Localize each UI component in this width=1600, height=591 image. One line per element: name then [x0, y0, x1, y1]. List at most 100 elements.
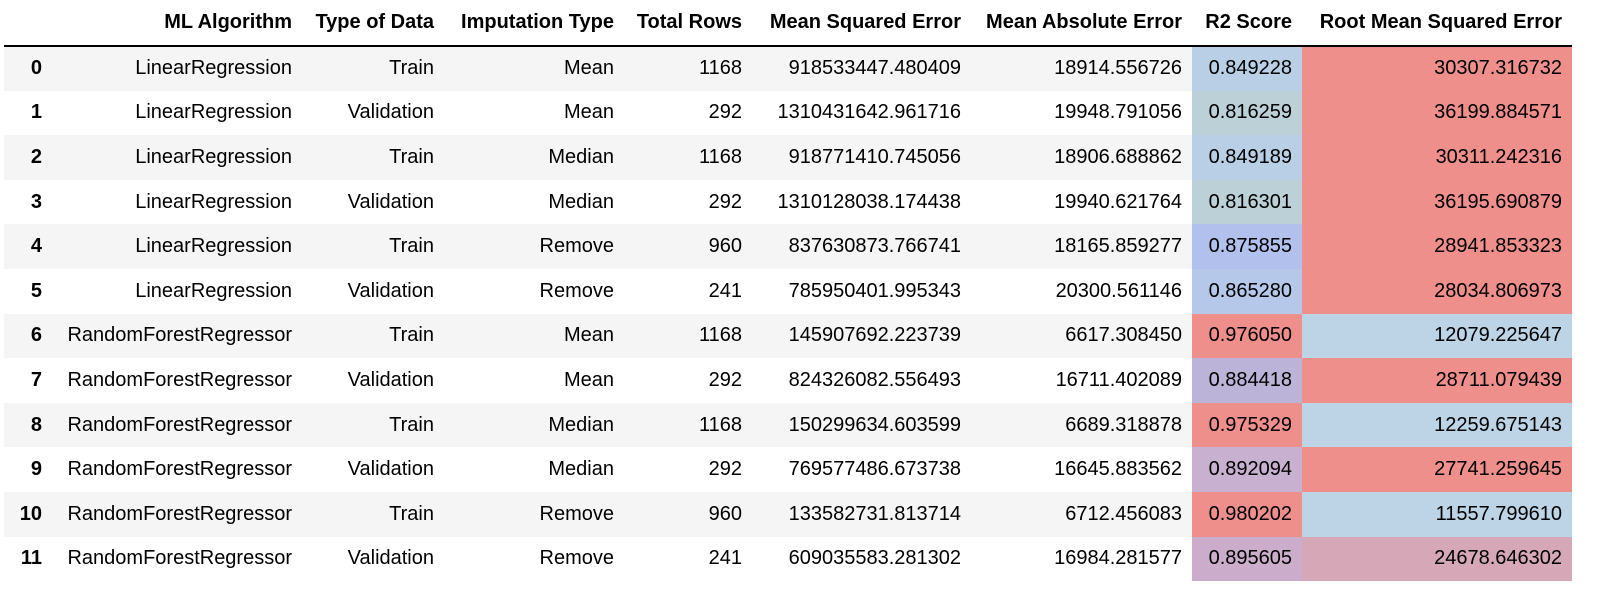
table-row: 5 LinearRegression Validation Remove 241 7859…: [4, 268, 1572, 314]
row-index: 11: [20, 547, 42, 570]
cell-total-rows: 292: [708, 101, 742, 124]
cell-r2-score: 0.816259: [1192, 90, 1302, 136]
table-row: 0 LinearRegression Train Mean 1168 918533447.…: [4, 46, 1572, 91]
table-row: 3 LinearRegression Validation Median 292 1310…: [4, 179, 1572, 225]
cell-r2-score: 0.980202: [1192, 491, 1302, 537]
cell-r2-score: 0.895605: [1192, 536, 1302, 582]
cell-total-rows: 1168: [698, 57, 742, 80]
cell-total-rows: 1168: [698, 145, 742, 168]
cell-r2-score: 0.975329: [1192, 402, 1302, 448]
cell-type-of-data: Train: [389, 57, 434, 80]
table-row: 9 RandomForestRegressor Validation Median 29…: [4, 447, 1572, 492]
table-row: 11 RandomForestRegressor Validation Remove 2…: [4, 536, 1572, 582]
cell-mean-squared-error: 133582731.813714: [788, 502, 961, 525]
cell-imputation-type: Median: [548, 413, 614, 436]
cell-r2-score: 0.884418: [1192, 358, 1302, 403]
cell-mean-absolute-error: 6689.318878: [1065, 413, 1182, 436]
header-mean-absolute-error: Mean Absolute Error: [971, 0, 1192, 47]
row-index: 9: [30, 458, 42, 481]
table-row: 2 LinearRegression Train Median 1168 91877141…: [4, 135, 1572, 180]
header-ml-algorithm: ML Algorithm: [52, 0, 302, 47]
cell-mean-squared-error: 824326082.556493: [788, 368, 961, 391]
table-row: 6 RandomForestRegressor Train Mean 1168 14590…: [4, 313, 1572, 359]
header-root-mean-squared-error: Root Mean Squared Error: [1302, 0, 1572, 47]
cell-type-of-data: Validation: [347, 368, 434, 391]
cell-total-rows: 960: [708, 235, 742, 258]
header-index: [4, 0, 52, 47]
cell-imputation-type: Median: [548, 458, 614, 481]
table-row: 4 LinearRegression Train Remove 960 837630873…: [4, 224, 1572, 269]
cell-mean-squared-error: 1310128038.174438: [777, 190, 961, 213]
cell-total-rows: 960: [708, 502, 742, 525]
cell-root-mean-squared-error: 36199.884571: [1302, 90, 1572, 136]
row-index: 3: [30, 190, 42, 213]
cell-imputation-type: Remove: [539, 279, 614, 302]
cell-r2-score: 0.816301: [1192, 179, 1302, 225]
cell-mean-squared-error: 785950401.995343: [788, 279, 961, 302]
row-index: 7: [30, 368, 42, 391]
cell-mean-absolute-error: 18906.688862: [1054, 145, 1182, 168]
cell-mean-squared-error: 769577486.673738: [788, 458, 961, 481]
cell-type-of-data: Validation: [347, 101, 434, 124]
cell-r2-score: 0.849189: [1192, 135, 1302, 180]
cell-type-of-data: Train: [389, 145, 434, 168]
cell-imputation-type: Mean: [563, 57, 614, 80]
cell-root-mean-squared-error: 28034.806973: [1302, 268, 1572, 314]
cell-root-mean-squared-error: 28711.079439: [1302, 358, 1572, 403]
cell-mean-absolute-error: 16645.883562: [1054, 458, 1182, 481]
table-row: 7 RandomForestRegressor Validation Mean 292 8…: [4, 358, 1572, 403]
cell-imputation-type: Remove: [539, 502, 614, 525]
cell-r2-score: 0.865280: [1192, 268, 1302, 314]
row-index: 6: [30, 324, 42, 347]
cell-mean-squared-error: 1310431642.961716: [777, 101, 961, 124]
cell-mean-squared-error: 918533447.480409: [788, 57, 961, 80]
cell-mean-squared-error: 150299634.603599: [788, 413, 961, 436]
row-index: 10: [19, 502, 42, 525]
cell-total-rows: 1168: [698, 413, 742, 436]
cell-type-of-data: Validation: [347, 547, 434, 570]
cell-type-of-data: Train: [389, 502, 434, 525]
cell-root-mean-squared-error: 28941.853323: [1302, 224, 1572, 269]
cell-mean-absolute-error: 18914.556726: [1054, 57, 1182, 80]
cell-total-rows: 292: [708, 368, 742, 391]
cell-root-mean-squared-error: 36195.690879: [1302, 179, 1572, 225]
cell-r2-score: 0.849228: [1192, 46, 1302, 91]
cell-imputation-type: Remove: [539, 547, 614, 570]
cell-r2-score: 0.875855: [1192, 224, 1302, 269]
cell-total-rows: 292: [708, 190, 742, 213]
header-r2-score: R2 Score: [1192, 0, 1302, 47]
cell-imputation-type: Median: [548, 145, 614, 168]
cell-ml-algorithm: RandomForestRegressor: [67, 413, 292, 436]
cell-mean-absolute-error: 16984.281577: [1054, 547, 1182, 570]
cell-mean-absolute-error: 20300.561146: [1055, 279, 1182, 302]
cell-total-rows: 292: [708, 458, 742, 481]
cell-type-of-data: Validation: [347, 458, 434, 481]
table-header: ML Algorithm Type of Data Imputation Typ…: [4, 0, 1572, 47]
cell-mean-absolute-error: 6617.308450: [1065, 324, 1182, 347]
cell-imputation-type: Mean: [563, 368, 614, 391]
cell-mean-absolute-error: 16711.402089: [1055, 368, 1182, 391]
cell-type-of-data: Train: [389, 235, 434, 258]
cell-root-mean-squared-error: 30307.316732: [1302, 46, 1572, 91]
cell-root-mean-squared-error: 11557.799610: [1302, 491, 1572, 537]
cell-type-of-data: Train: [389, 413, 434, 436]
header-imputation-type: Imputation Type: [444, 0, 624, 47]
cell-imputation-type: Remove: [539, 235, 614, 258]
cell-root-mean-squared-error: 12259.675143: [1302, 402, 1572, 448]
header-total-rows: Total Rows: [624, 0, 752, 47]
row-index: 8: [30, 413, 42, 436]
cell-root-mean-squared-error: 12079.225647: [1302, 313, 1572, 359]
header-type-of-data: Type of Data: [302, 0, 444, 47]
row-index: 2: [30, 145, 42, 168]
cell-mean-absolute-error: 19948.791056: [1054, 101, 1182, 124]
cell-type-of-data: Validation: [347, 190, 434, 213]
cell-ml-algorithm: LinearRegression: [135, 235, 292, 258]
table-row: 8 RandomForestRegressor Train Median 1168 150…: [4, 402, 1572, 448]
cell-mean-squared-error: 837630873.766741: [788, 235, 961, 258]
results-table: ML Algorithm Type of Data Imputation Typ…: [4, 0, 1572, 582]
cell-mean-squared-error: 145907692.223739: [788, 324, 961, 347]
cell-mean-absolute-error: 18165.859277: [1054, 235, 1182, 258]
cell-mean-absolute-error: 6712.456083: [1065, 502, 1182, 525]
cell-ml-algorithm: LinearRegression: [135, 57, 292, 80]
cell-root-mean-squared-error: 30311.242316: [1302, 135, 1572, 180]
